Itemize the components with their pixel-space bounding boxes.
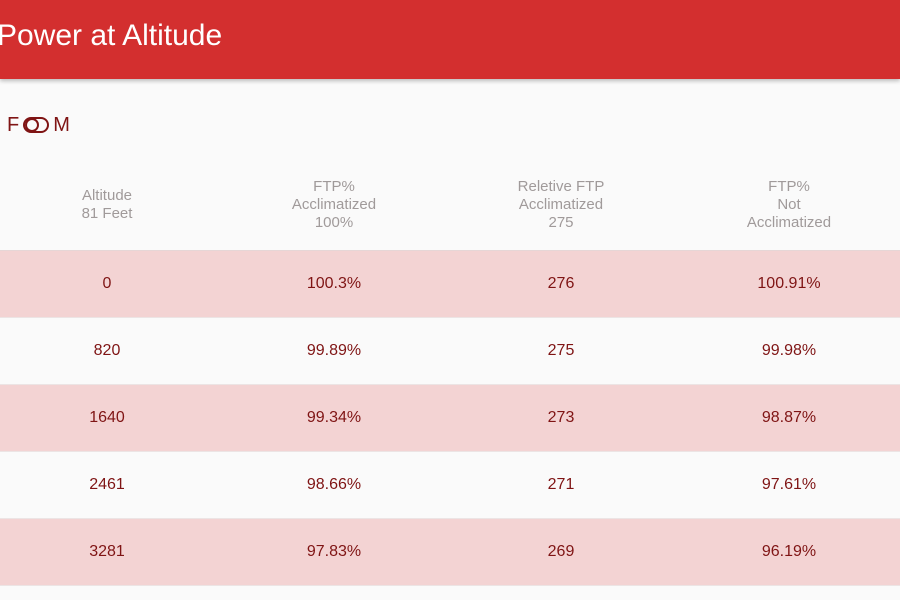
column-header-ftp-not-acclimatized[interactable]: FTP% Not Acclimatized: [676, 160, 900, 250]
relative-ftp-cell: 275: [547, 342, 575, 359]
relative-ftp-cell: 273: [547, 409, 575, 426]
ftp-not-acclimatized-cell: 96.19%: [761, 543, 817, 560]
page-title: Power at Altitude: [0, 19, 223, 52]
column-header-ftp-acclimatized[interactable]: FTP% Acclimatized 100%: [220, 160, 448, 250]
column-header-line: Acclimatized: [518, 196, 604, 213]
ftp-acclimatized-cell: 99.34%: [306, 409, 362, 426]
column-header-line: 100%: [314, 214, 354, 231]
column-header-line: FTP%: [768, 178, 810, 195]
column-header-line: Reletive FTP: [517, 178, 605, 195]
altitude-cell: 3281: [89, 543, 125, 560]
column-header-line: FTP%: [313, 178, 355, 195]
units-toggle-row: F M: [7, 112, 70, 138]
column-header-line: Not: [777, 196, 801, 213]
ftp-not-acclimatized-cell: 99.98%: [761, 342, 817, 359]
altitude-cell: 820: [93, 342, 121, 359]
ftp-not-acclimatized-cell: 98.87%: [761, 409, 817, 426]
altitude-cell: 1640: [89, 409, 125, 426]
table-row: 820 99.89% 275 99.98%: [0, 318, 900, 385]
table-row: 2461 98.66% 271 97.61%: [0, 452, 900, 519]
meters-label: M: [53, 113, 70, 136]
relative-ftp-cell: 271: [547, 476, 575, 493]
ftp-not-acclimatized-cell: 97.61%: [761, 476, 817, 493]
column-header-altitude[interactable]: Altitude 81 Feet: [0, 160, 214, 250]
column-header-line: 81 Feet: [81, 205, 133, 222]
table-header: Altitude 81 Feet FTP% Acclimatized 100% …: [0, 160, 900, 251]
table-row: 0 100.3% 276 100.91%: [0, 251, 900, 318]
ftp-acclimatized-cell: 99.89%: [306, 342, 362, 359]
column-header-line: Acclimatized: [291, 196, 377, 213]
ftp-acclimatized-cell: 98.66%: [306, 476, 362, 493]
column-header-line: Altitude: [81, 187, 133, 204]
column-header-relative-ftp[interactable]: Reletive FTP Acclimatized 275: [448, 160, 674, 250]
relative-ftp-cell: 276: [547, 275, 575, 292]
units-toggle-switch[interactable]: [23, 116, 50, 134]
column-header-line: Acclimatized: [746, 214, 832, 231]
ftp-acclimatized-cell: 97.83%: [306, 543, 362, 560]
toggle-icon: [23, 117, 50, 133]
ftp-not-acclimatized-cell: 100.91%: [757, 275, 821, 292]
table-row: 3281 97.83% 269 96.19%: [0, 519, 900, 586]
table-row: 1640 99.34% 273 98.87%: [0, 385, 900, 452]
altitude-cell: 0: [102, 275, 112, 292]
feet-label: F: [7, 113, 20, 136]
app-bar: Power at Altitude: [0, 0, 900, 79]
column-header-line: 275: [548, 214, 574, 231]
ftp-acclimatized-cell: 100.3%: [306, 275, 362, 292]
relative-ftp-cell: 269: [547, 543, 575, 560]
altitude-cell: 2461: [89, 476, 125, 493]
